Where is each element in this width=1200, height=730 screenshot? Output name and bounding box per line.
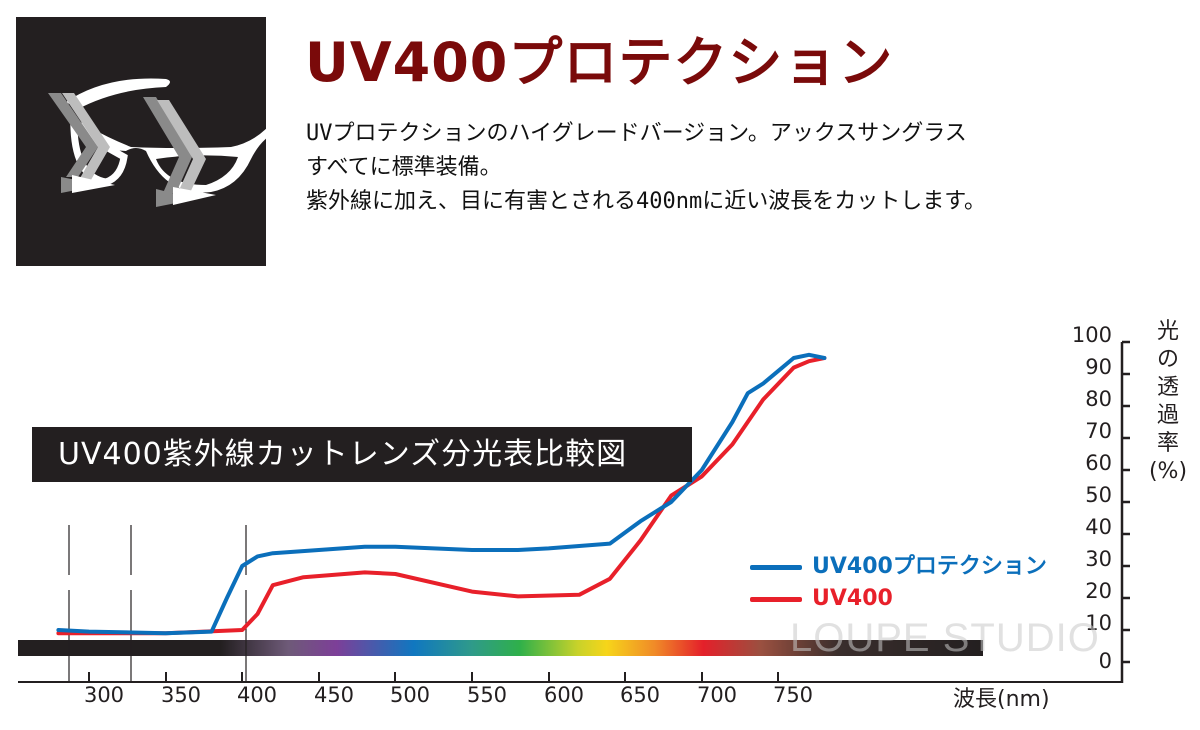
svg-text:50: 50 xyxy=(1085,483,1112,507)
x-tick-labels: 300 350 400 450 500 550 600 650 700 750 xyxy=(84,683,813,707)
svg-text:60: 60 xyxy=(1085,451,1112,475)
uv-protection-logo xyxy=(16,17,268,266)
legend-item-uv400-protection: UV400プロテクション xyxy=(750,548,1047,580)
y-axis-label: 光 の 透 過 率 (%) xyxy=(1148,319,1188,484)
svg-text:70: 70 xyxy=(1085,419,1112,443)
svg-text:20: 20 xyxy=(1085,579,1112,603)
page-title: UV400プロテクション xyxy=(305,31,894,94)
svg-text:30: 30 xyxy=(1085,547,1112,571)
series-uv400-protection-line xyxy=(56,352,827,636)
legend-swatch-blue xyxy=(750,564,802,570)
svg-text:700: 700 xyxy=(697,683,737,707)
reference-lines xyxy=(68,525,247,682)
svg-text:10: 10 xyxy=(1085,611,1112,635)
spectrum-bar xyxy=(18,640,983,656)
watermark: LOUPE STUDIO xyxy=(790,616,1100,660)
svg-text:0: 0 xyxy=(1099,649,1112,673)
description-line: 紫外線に加え、目に有害とされる400nmに近い波長をカットします。 xyxy=(306,189,987,214)
chart-title-banner: UV400紫外線カットレンズ分光表比較図 xyxy=(32,427,692,482)
svg-text:300: 300 xyxy=(84,683,124,707)
svg-text:500: 500 xyxy=(390,683,430,707)
series-uv400-line xyxy=(56,356,827,636)
svg-text:100: 100 xyxy=(1072,323,1112,347)
sunglasses-uv-arrows-icon xyxy=(48,78,268,207)
svg-text:350: 350 xyxy=(161,683,201,707)
description-line: すべてに標準装備。 xyxy=(306,155,502,180)
svg-text:80: 80 xyxy=(1085,387,1112,411)
legend-swatch-red xyxy=(750,596,802,602)
x-ticks xyxy=(88,672,779,682)
description-line: UVプロテクションのハイグレードバージョン。アックスサングラス xyxy=(306,121,967,146)
y-ticks xyxy=(1122,340,1130,664)
svg-text:90: 90 xyxy=(1085,355,1112,379)
svg-text:600: 600 xyxy=(544,683,584,707)
svg-text:550: 550 xyxy=(467,683,507,707)
description: UVプロテクションのハイグレードバージョン。アックスサングラス すべてに標準装備… xyxy=(306,117,986,219)
svg-text:750: 750 xyxy=(773,683,813,707)
svg-text:650: 650 xyxy=(620,683,660,707)
svg-text:40: 40 xyxy=(1085,515,1112,539)
legend-item-uv400: UV400 xyxy=(750,586,893,611)
svg-text:450: 450 xyxy=(314,683,354,707)
y-tick-labels: 100 90 80 70 60 50 40 30 20 10 0 xyxy=(1072,323,1112,673)
svg-text:400: 400 xyxy=(237,683,277,707)
x-axis-label: 波長(nm) xyxy=(953,687,1050,712)
